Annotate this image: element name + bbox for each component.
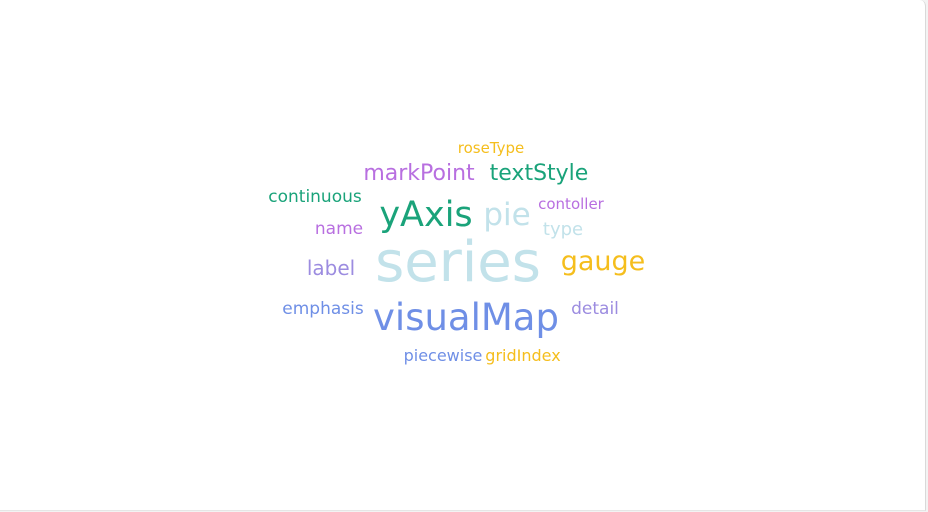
word-emphasis: emphasis [282,299,364,319]
word-textstyle: textStyle [490,161,589,186]
word-rosetype: roseType [458,139,525,157]
word-continuous: continuous [268,187,362,207]
word-contoller: contoller [538,195,605,213]
word-gridindex: gridIndex [485,346,560,365]
word-name: name [315,219,363,239]
word-pie: pie [483,197,530,233]
word-series: series [375,230,541,295]
word-gauge: gauge [561,246,646,277]
word-detail: detail [571,299,619,319]
word-markpoint: markPoint [363,161,475,186]
word-yaxis: yAxis [379,195,472,235]
word-label: label [307,256,355,280]
word-piecewise: piecewise [404,346,483,365]
word-visualmap: visualMap [373,296,559,339]
word-type: type [543,219,583,240]
